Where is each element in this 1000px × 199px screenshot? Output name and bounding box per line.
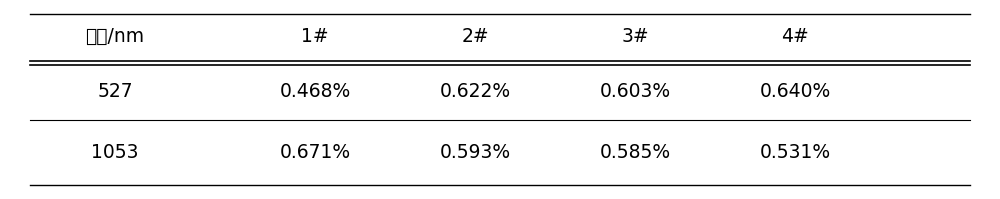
- Text: 0.593%: 0.593%: [439, 143, 511, 162]
- Text: 0.671%: 0.671%: [279, 143, 351, 162]
- Text: 4#: 4#: [781, 27, 809, 46]
- Text: 527: 527: [97, 82, 133, 101]
- Text: 波长/nm: 波长/nm: [85, 27, 145, 46]
- Text: 2#: 2#: [461, 27, 489, 46]
- Text: 0.585%: 0.585%: [599, 143, 671, 162]
- Text: 1#: 1#: [301, 27, 329, 46]
- Text: 0.468%: 0.468%: [279, 82, 351, 101]
- Text: 0.622%: 0.622%: [439, 82, 511, 101]
- Text: 0.603%: 0.603%: [599, 82, 671, 101]
- Text: 3#: 3#: [621, 27, 649, 46]
- Text: 0.531%: 0.531%: [759, 143, 831, 162]
- Text: 0.640%: 0.640%: [759, 82, 831, 101]
- Text: 1053: 1053: [91, 143, 139, 162]
